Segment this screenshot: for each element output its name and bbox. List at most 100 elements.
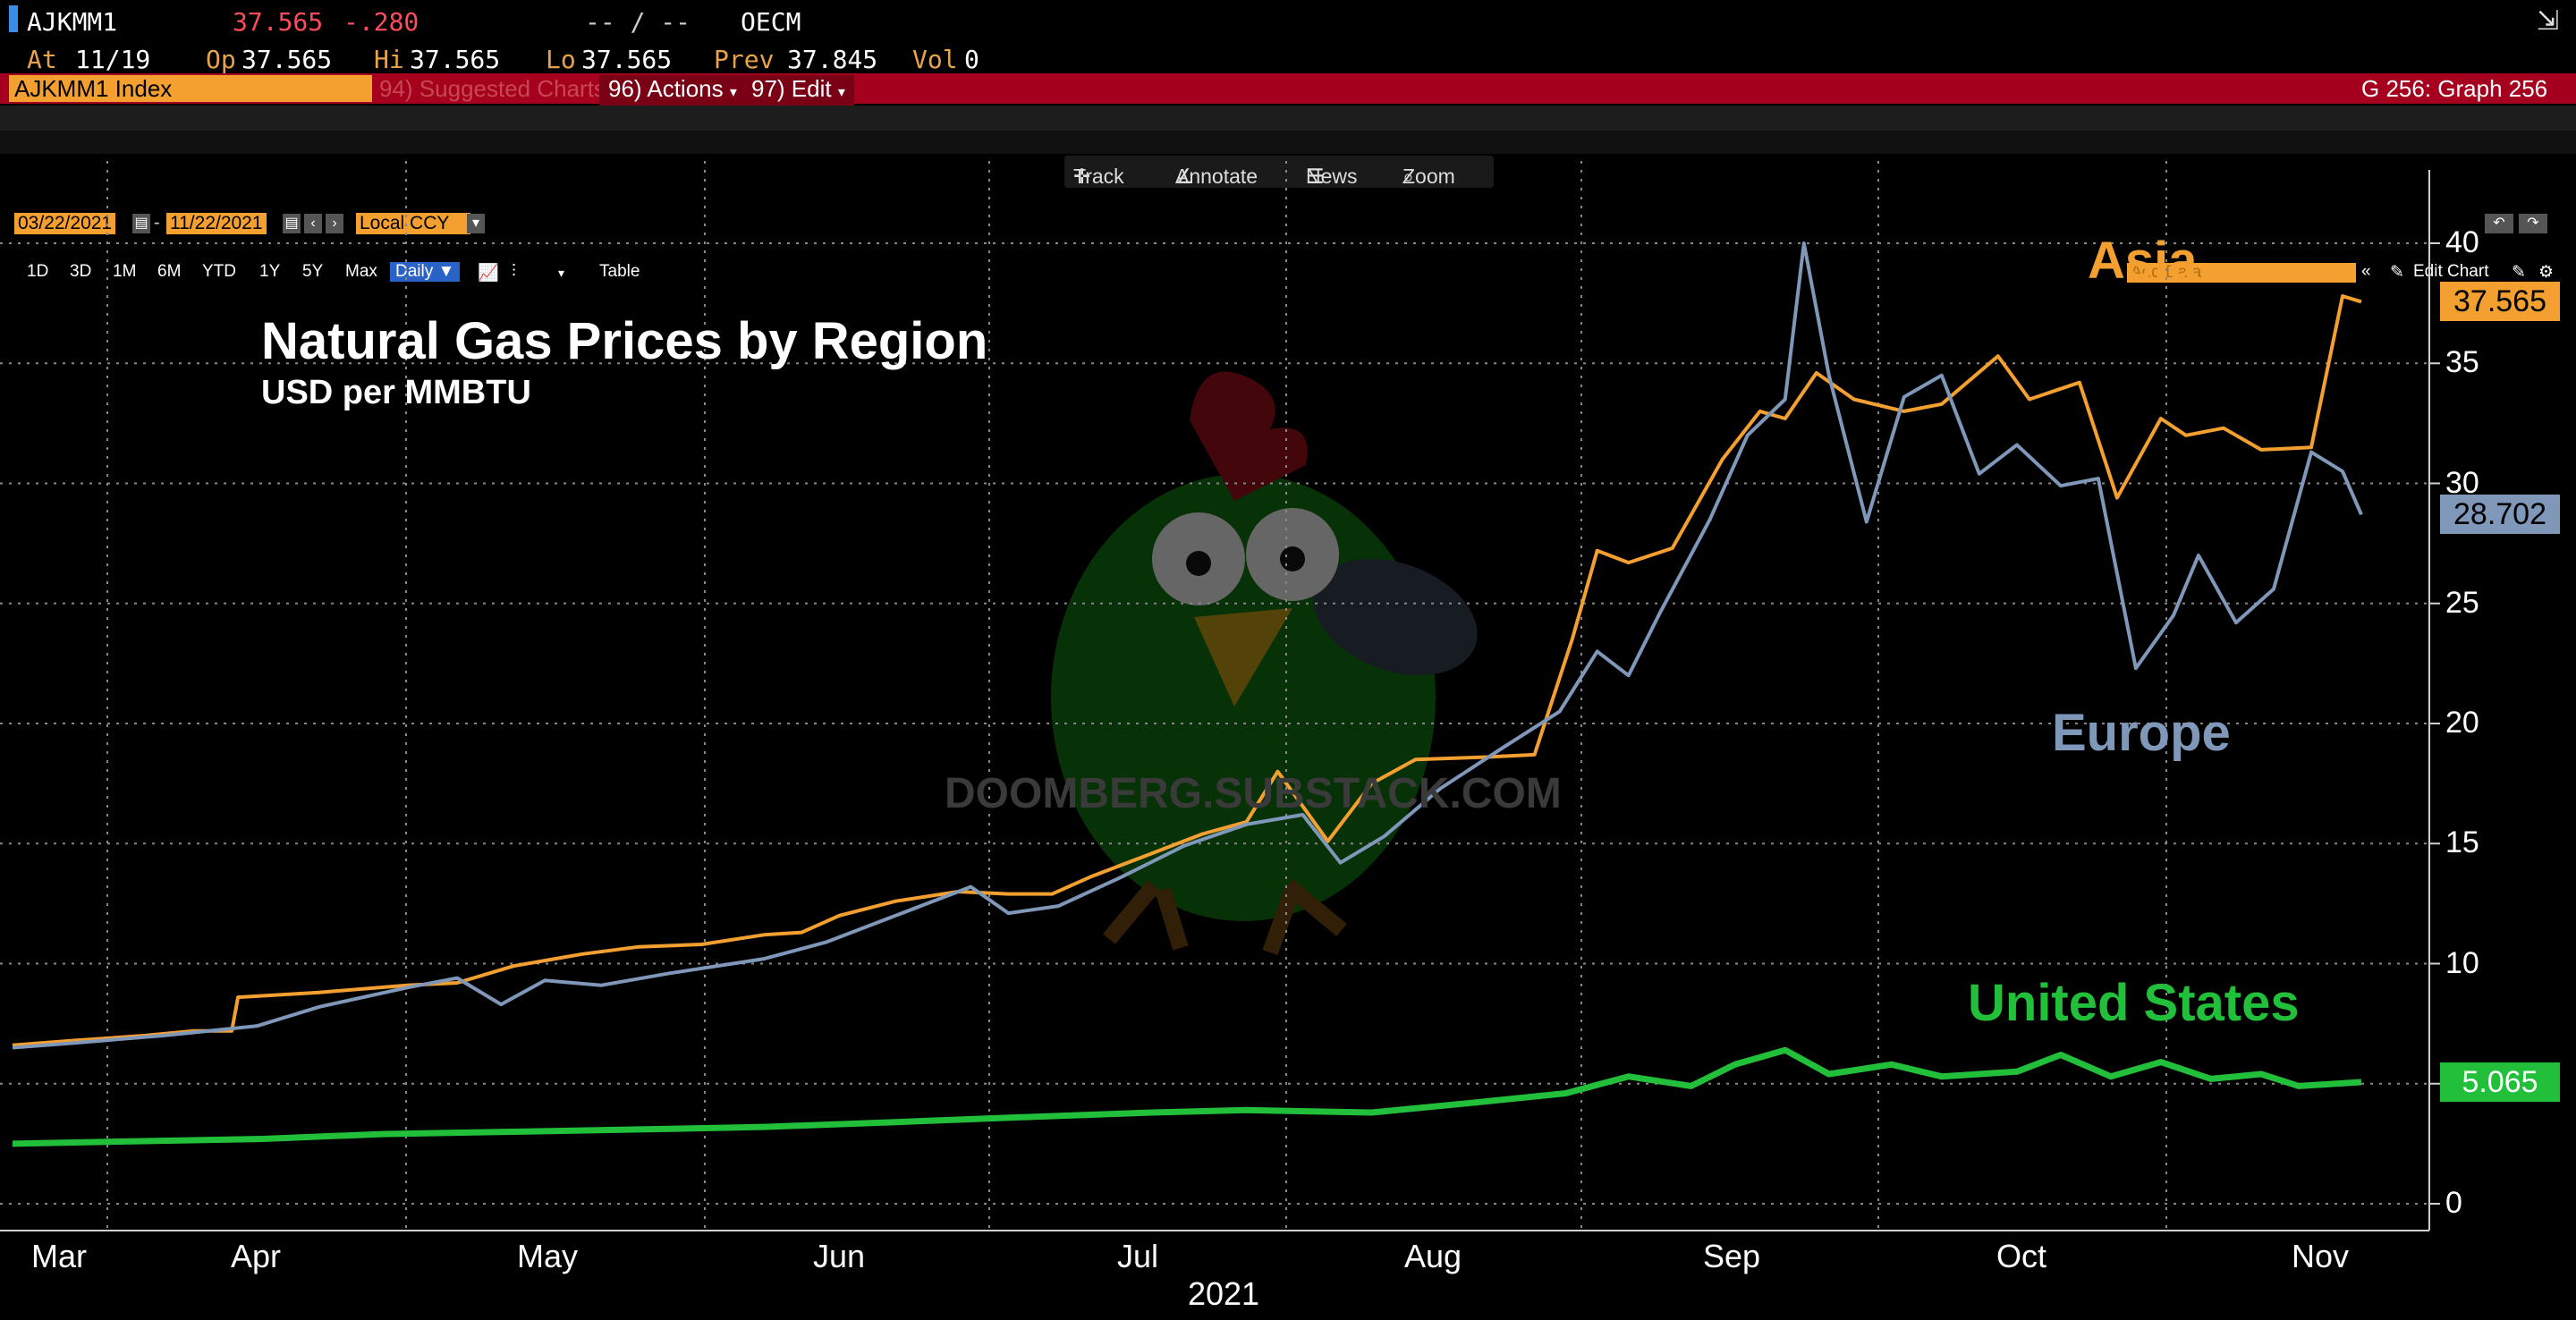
at-label: At (27, 45, 57, 74)
period-3d[interactable]: 3D (70, 262, 92, 281)
zoom-label: Zoom (1402, 165, 1455, 188)
last-price: 37.565 (233, 7, 324, 37)
calendar-icon[interactable]: ▤ (132, 214, 150, 233)
chevron-left-icon[interactable]: ‹ (304, 214, 322, 233)
x-tick-label: Sep (1702, 1238, 1761, 1274)
news-label: News (1306, 165, 1358, 188)
y-tick-label: 30 (2445, 465, 2479, 500)
collapse-icon[interactable]: « (2361, 262, 2371, 281)
gridlines (0, 161, 2429, 1231)
suggested-charts-button[interactable]: 94) Suggested Charts (379, 75, 606, 102)
start-date-field[interactable]: 03/22/2021 (14, 213, 116, 234)
y-tick-label: 40 (2445, 225, 2479, 259)
chevron-down-icon: ▾ (729, 85, 737, 100)
news-icon: ☰ (1306, 165, 1325, 188)
chart-toolbar: ✛ Track ∠ Annotate ☰ News ⌕ Zoom (1064, 156, 1494, 188)
volume-value: 0 (964, 45, 979, 74)
quote-row: AJKMM1 37.565 -.280 -- / -- OECM ⇲ (0, 0, 2576, 39)
chart-subtitle: USD per MMBTU (261, 374, 531, 411)
annotate-label: Annotate (1175, 165, 1258, 188)
period-1y[interactable]: 1Y (259, 262, 281, 281)
prev-label: Prev (714, 45, 775, 74)
x-tick-label: Jul (1116, 1238, 1159, 1274)
actions-button[interactable]: 96) Actions ▾ (599, 75, 746, 106)
pencil-icon: ∠ (1175, 165, 1194, 188)
currency-select[interactable]: Local CCY (356, 213, 470, 234)
edit-chart-button[interactable]: Edit Chart (2413, 262, 2489, 281)
series-label-europe: Europe (2052, 704, 2231, 762)
calendar-icon[interactable]: ▤ (283, 214, 301, 233)
ticker-marker (9, 5, 18, 32)
last-value-tag-us: 5.065 (2440, 1062, 2560, 1102)
x-axis-year: 2021 (1187, 1275, 1260, 1312)
security-field[interactable]: AJKMM1 Index (9, 75, 372, 102)
crosshair-icon: ✛ (1073, 165, 1091, 188)
period-1m[interactable]: 1M (113, 262, 137, 281)
low-value: 37.565 (581, 45, 673, 74)
series-line-us (12, 1046, 2362, 1147)
popout-icon[interactable]: ⇲ (2537, 6, 2560, 36)
menu-bar: AJKMM1 Index 94) Suggested Charts 96) Ac… (0, 73, 2576, 106)
x-tick-label: Aug (1403, 1238, 1462, 1274)
prev-value: 37.845 (787, 45, 878, 74)
source-code: OECM (741, 7, 801, 37)
x-tick-label: Nov (2291, 1238, 2350, 1274)
frequency-select[interactable]: Daily ▼ (390, 262, 461, 282)
redo-icon[interactable]: ↷ (2519, 214, 2547, 233)
range-dash: - (154, 213, 160, 233)
period-6m[interactable]: 6M (157, 262, 182, 281)
pencil-icon: ✎ (2390, 263, 2404, 282)
period-1d[interactable]: 1D (27, 262, 49, 281)
y-tick-label: 15 (2445, 825, 2479, 860)
x-tick-label: Jun (812, 1238, 866, 1274)
gear-icon[interactable]: ⚙ (2538, 263, 2555, 282)
line-chart-icon[interactable]: 📈 (478, 264, 499, 283)
chart-title: Natural Gas Prices by Region (261, 312, 988, 370)
series-line-asia (12, 294, 2362, 1047)
period-ytd[interactable]: YTD (202, 262, 236, 281)
series-label-us: United States (1968, 974, 2300, 1032)
frequency-label: Daily (395, 262, 434, 281)
ticker[interactable]: AJKMM1 (27, 7, 118, 37)
end-date-field[interactable]: 11/22/2021 (166, 213, 267, 234)
watermark-text: DOOMBERG.SUBSTACK.COM (945, 770, 1562, 817)
actions-label: 96) Actions (608, 75, 724, 102)
series-label-asia: Asia (2088, 232, 2198, 290)
period-5y[interactable]: 5Y (302, 262, 324, 281)
graph-id[interactable]: G 256: Graph 256 (2361, 75, 2548, 102)
open-label: Op (206, 45, 236, 74)
y-tick-label: 10 (2445, 945, 2479, 980)
period-row: 1D 3D 1M 6M YTD 1Y 5Y Max Daily ▼ 📈 ⫶ ▾ … (0, 131, 2576, 283)
y-tick-label: 20 (2445, 706, 2479, 740)
edit-button[interactable]: 97) Edit ▾ (742, 75, 854, 106)
chevron-down-icon[interactable]: ▾ (558, 266, 565, 280)
search-icon: ⌕ (1402, 165, 1414, 188)
chevron-down-icon: ▾ (837, 85, 845, 100)
series-layer (12, 241, 2363, 1147)
period-max[interactable]: Max (345, 262, 377, 281)
edit-label: 97) Edit (751, 75, 832, 102)
y-tick-label: 0 (2445, 1186, 2462, 1220)
open-value: 37.565 (242, 45, 333, 74)
y-tick-label: 25 (2445, 585, 2479, 620)
table-button[interactable]: Table (599, 262, 640, 281)
high-value: 37.565 (410, 45, 501, 74)
high-label: Hi (374, 45, 404, 74)
pencil-icon[interactable]: ✎ (2512, 263, 2526, 282)
y-ticks (2429, 242, 2440, 1205)
x-tick-label: Apr (230, 1238, 282, 1274)
ohlc-row: At 11/19 Op 37.565 Hi 37.565 Lo 37.565 P… (0, 36, 2576, 74)
volume-label: Vol (912, 45, 958, 74)
x-tick-label: May (516, 1238, 579, 1274)
bar-chart-icon[interactable]: ⫶ (512, 262, 516, 281)
date-range-row: 03/22/2021 ▤ - 11/22/2021 ▤ ‹ › Local CC… (0, 106, 2576, 234)
x-tick-label: Mar (31, 1238, 87, 1274)
add-data-field[interactable]: Add Data (2127, 263, 2356, 283)
low-label: Lo (546, 45, 576, 74)
price-change: -.280 (343, 7, 419, 37)
mascot-logo (1051, 371, 1478, 956)
undo-icon[interactable]: ↶ (2485, 214, 2513, 233)
chevron-down-icon[interactable]: ▾ (467, 214, 485, 233)
chevron-right-icon[interactable]: › (326, 214, 343, 233)
